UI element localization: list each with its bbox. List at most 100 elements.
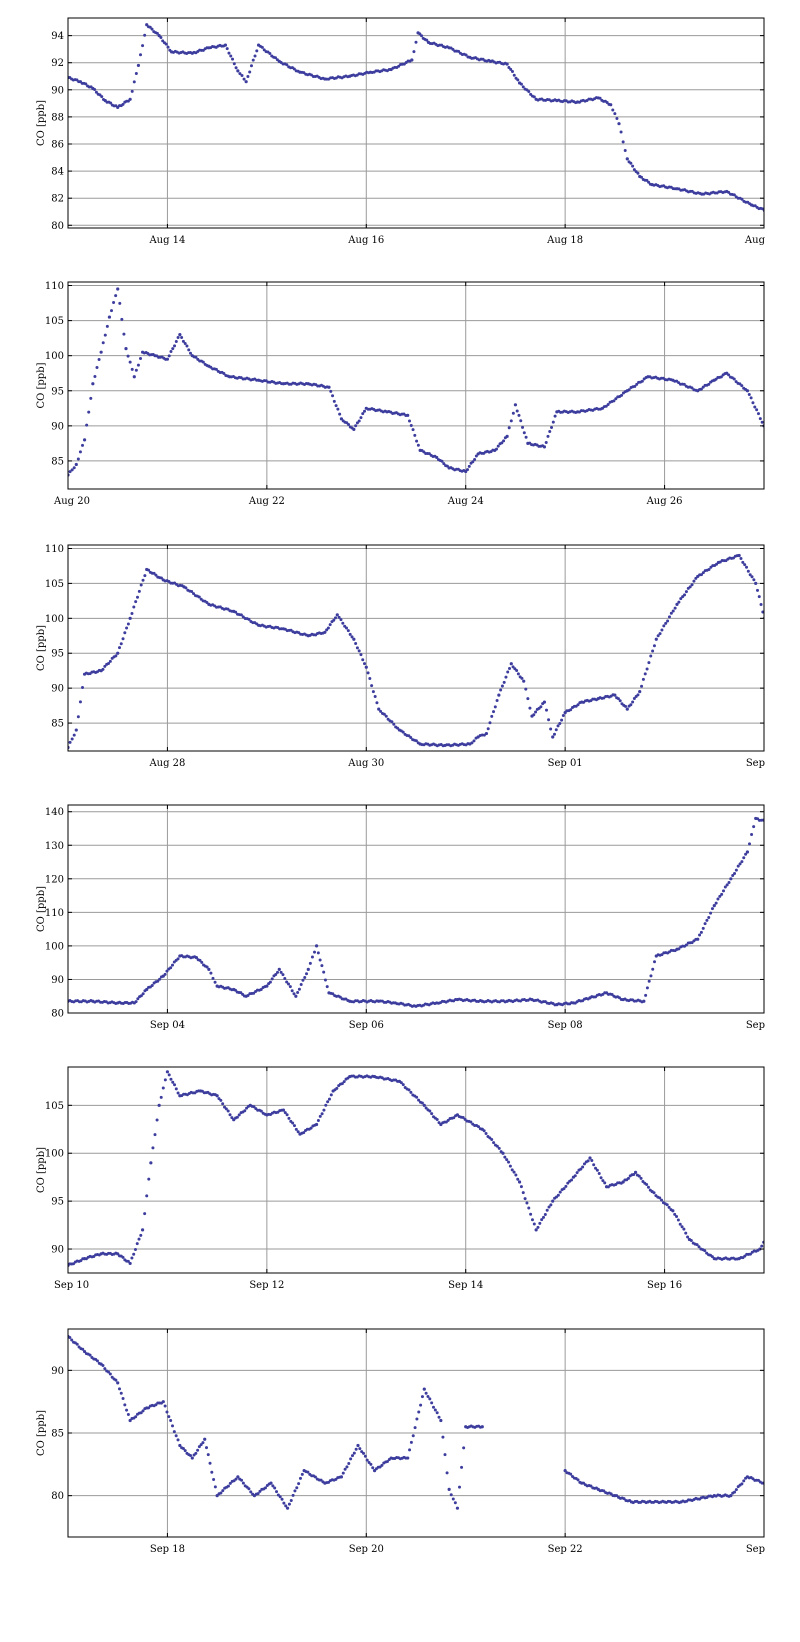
data-point bbox=[219, 1491, 223, 1495]
data-point bbox=[765, 623, 768, 626]
data-point bbox=[788, 1511, 791, 1514]
data-point bbox=[435, 455, 439, 460]
data-point bbox=[777, 825, 780, 828]
data-point bbox=[652, 1191, 656, 1195]
data-point bbox=[742, 1479, 746, 1483]
data-point bbox=[707, 382, 711, 386]
data-point bbox=[521, 1191, 525, 1195]
data-point bbox=[772, 1492, 775, 1495]
data-point bbox=[84, 82, 88, 86]
data-point bbox=[299, 982, 303, 986]
data-point bbox=[727, 880, 731, 884]
data-point bbox=[786, 668, 789, 671]
data-point bbox=[490, 714, 494, 718]
data-point bbox=[470, 741, 474, 745]
data-point bbox=[515, 409, 519, 413]
data-point bbox=[523, 1197, 527, 1201]
data-point bbox=[671, 609, 675, 613]
data-point bbox=[348, 632, 352, 636]
data-point bbox=[738, 862, 742, 866]
data-point bbox=[768, 1488, 771, 1491]
data-point bbox=[325, 985, 329, 989]
data-point bbox=[768, 636, 771, 639]
data-point bbox=[527, 1206, 531, 1210]
data-point bbox=[74, 728, 78, 732]
data-point bbox=[81, 1347, 85, 1351]
data-point bbox=[172, 1430, 176, 1434]
data-point bbox=[688, 585, 692, 589]
y-tick-label: 110 bbox=[45, 281, 64, 292]
data-point bbox=[236, 1475, 240, 1479]
data-point bbox=[552, 732, 556, 736]
data-point bbox=[306, 1470, 310, 1474]
data-point bbox=[519, 1185, 523, 1189]
data-point bbox=[223, 43, 228, 47]
data-point bbox=[558, 721, 562, 725]
data-point bbox=[740, 1482, 744, 1486]
data-point bbox=[739, 556, 743, 560]
data-point bbox=[696, 937, 700, 941]
data-point bbox=[575, 1171, 579, 1175]
data-point bbox=[123, 631, 127, 635]
data-point bbox=[612, 399, 616, 403]
data-point bbox=[296, 990, 300, 994]
data-point bbox=[530, 1218, 534, 1222]
data-point bbox=[447, 1487, 451, 1491]
data-point bbox=[455, 1506, 460, 1510]
data-point bbox=[349, 1457, 353, 1461]
data-point bbox=[373, 695, 377, 699]
data-point bbox=[118, 301, 122, 305]
data-point bbox=[709, 911, 713, 915]
data-point bbox=[159, 1095, 163, 1099]
y-tick-label: 90 bbox=[51, 684, 64, 695]
x-tick-label: Aug 16 bbox=[347, 235, 384, 246]
plot-frame bbox=[67, 804, 765, 1014]
data-point bbox=[139, 583, 143, 587]
data-point bbox=[792, 669, 795, 672]
data-point bbox=[526, 697, 530, 701]
data-point bbox=[534, 1228, 538, 1232]
data-point bbox=[273, 1486, 277, 1490]
data-point bbox=[508, 666, 512, 670]
data-point bbox=[262, 48, 266, 52]
data-point bbox=[629, 161, 633, 165]
x-tick-label: Aug 26 bbox=[646, 496, 683, 507]
data-point bbox=[357, 419, 361, 423]
data-point bbox=[684, 1231, 688, 1235]
data-point bbox=[781, 666, 784, 669]
data-point bbox=[521, 85, 525, 89]
data-point bbox=[128, 1418, 132, 1423]
x-tick-label: Aug 24 bbox=[447, 496, 484, 507]
data-point bbox=[610, 992, 614, 996]
data-point bbox=[779, 449, 782, 452]
co-panel-2: 85 90 95 100 105 110 Aug 20 Aug 22 Aug 24 Aug 26 C… bbox=[36, 281, 782, 507]
data-point bbox=[350, 1454, 354, 1458]
data-point bbox=[682, 382, 686, 386]
data-point bbox=[219, 1098, 223, 1102]
data-point bbox=[769, 821, 772, 824]
data-point bbox=[457, 49, 461, 53]
data-point bbox=[510, 69, 514, 73]
data-point bbox=[390, 720, 394, 724]
data-point bbox=[776, 205, 779, 208]
data-point bbox=[665, 1203, 669, 1207]
data-point bbox=[331, 992, 335, 996]
data-point bbox=[792, 1225, 795, 1228]
data-point bbox=[424, 1106, 428, 1110]
data-point bbox=[150, 984, 154, 988]
data-point bbox=[258, 1489, 262, 1493]
data-point bbox=[695, 1243, 699, 1247]
data-point bbox=[241, 1481, 245, 1485]
data-point bbox=[796, 1519, 799, 1522]
data-point bbox=[316, 951, 320, 955]
data-point bbox=[151, 1146, 155, 1150]
data-point bbox=[467, 464, 471, 468]
data-point bbox=[409, 424, 413, 428]
data-point bbox=[362, 1451, 366, 1455]
data-point bbox=[185, 344, 189, 348]
data-point bbox=[547, 1205, 551, 1209]
data-point bbox=[794, 1226, 797, 1229]
data-point bbox=[148, 25, 152, 29]
data-point bbox=[536, 1225, 540, 1229]
